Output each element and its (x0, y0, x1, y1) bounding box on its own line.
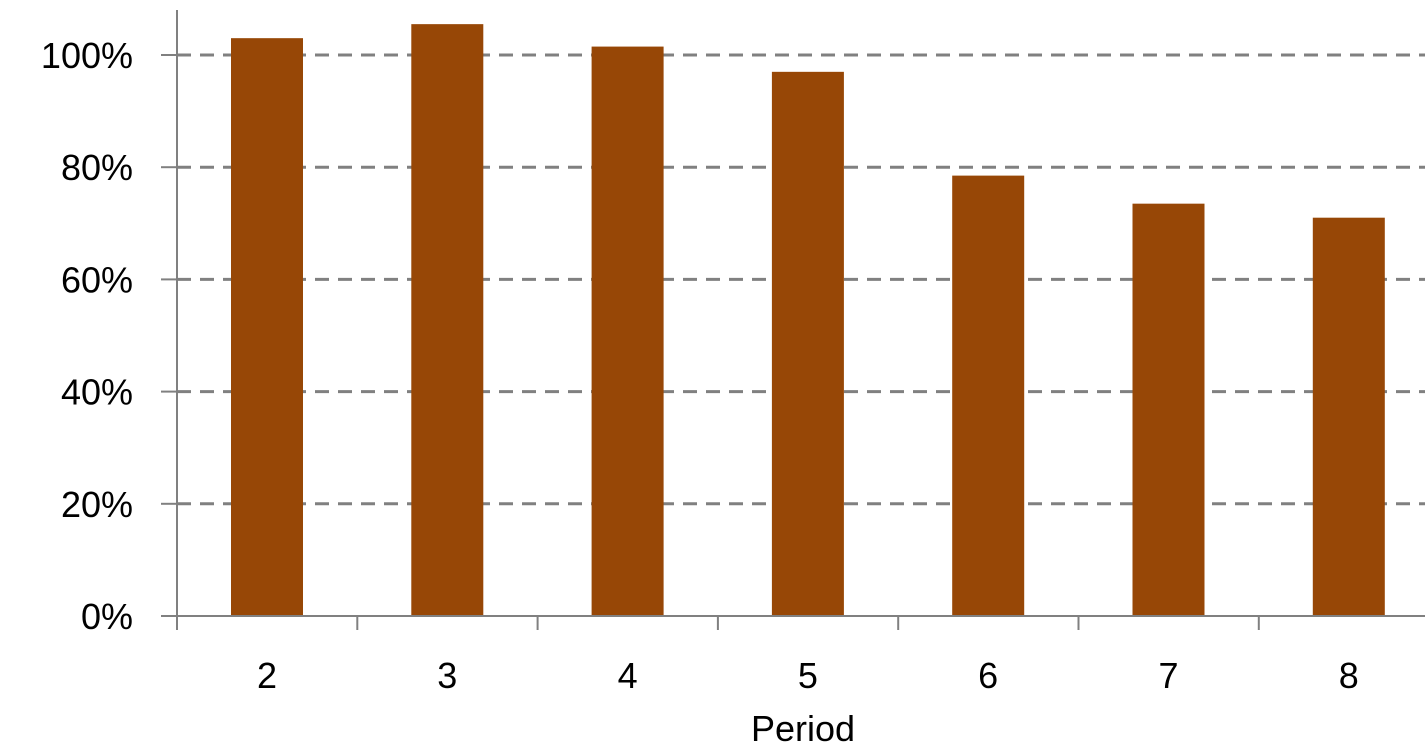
x-tick-label-5: 5 (798, 655, 818, 696)
bar-6 (952, 175, 1025, 617)
y-tick-label-80pct: 80% (61, 147, 133, 188)
bar-4 (591, 46, 664, 616)
y-tick-label-100pct: 100% (41, 35, 133, 76)
x-tick-label-4: 4 (618, 655, 638, 696)
axes (161, 10, 1425, 630)
x-axis-title: Period (751, 708, 855, 748)
bar-5 (771, 71, 844, 616)
x-tick-label-8: 8 (1339, 655, 1359, 696)
y-tick-label-20pct: 20% (61, 484, 133, 525)
y-tick-label-0pct: 0% (81, 596, 133, 637)
bar-2 (231, 38, 303, 617)
y-tick-label-40pct: 40% (61, 372, 133, 413)
y-tick-label-60pct: 60% (61, 259, 133, 300)
x-tick-label-7: 7 (1158, 655, 1178, 696)
x-tick-label-3: 3 (437, 655, 457, 696)
bar-3 (411, 24, 484, 616)
bar-8 (1312, 217, 1385, 616)
x-tick-label-6: 6 (978, 655, 998, 696)
y-tick-labels: 0% 20% 40% 60% 80% 100% (41, 35, 133, 637)
x-tick-labels: 2 3 4 5 6 7 8 (257, 655, 1359, 696)
x-tick-label-2: 2 (257, 655, 277, 696)
bars (231, 24, 1385, 617)
bar-7 (1132, 203, 1205, 617)
